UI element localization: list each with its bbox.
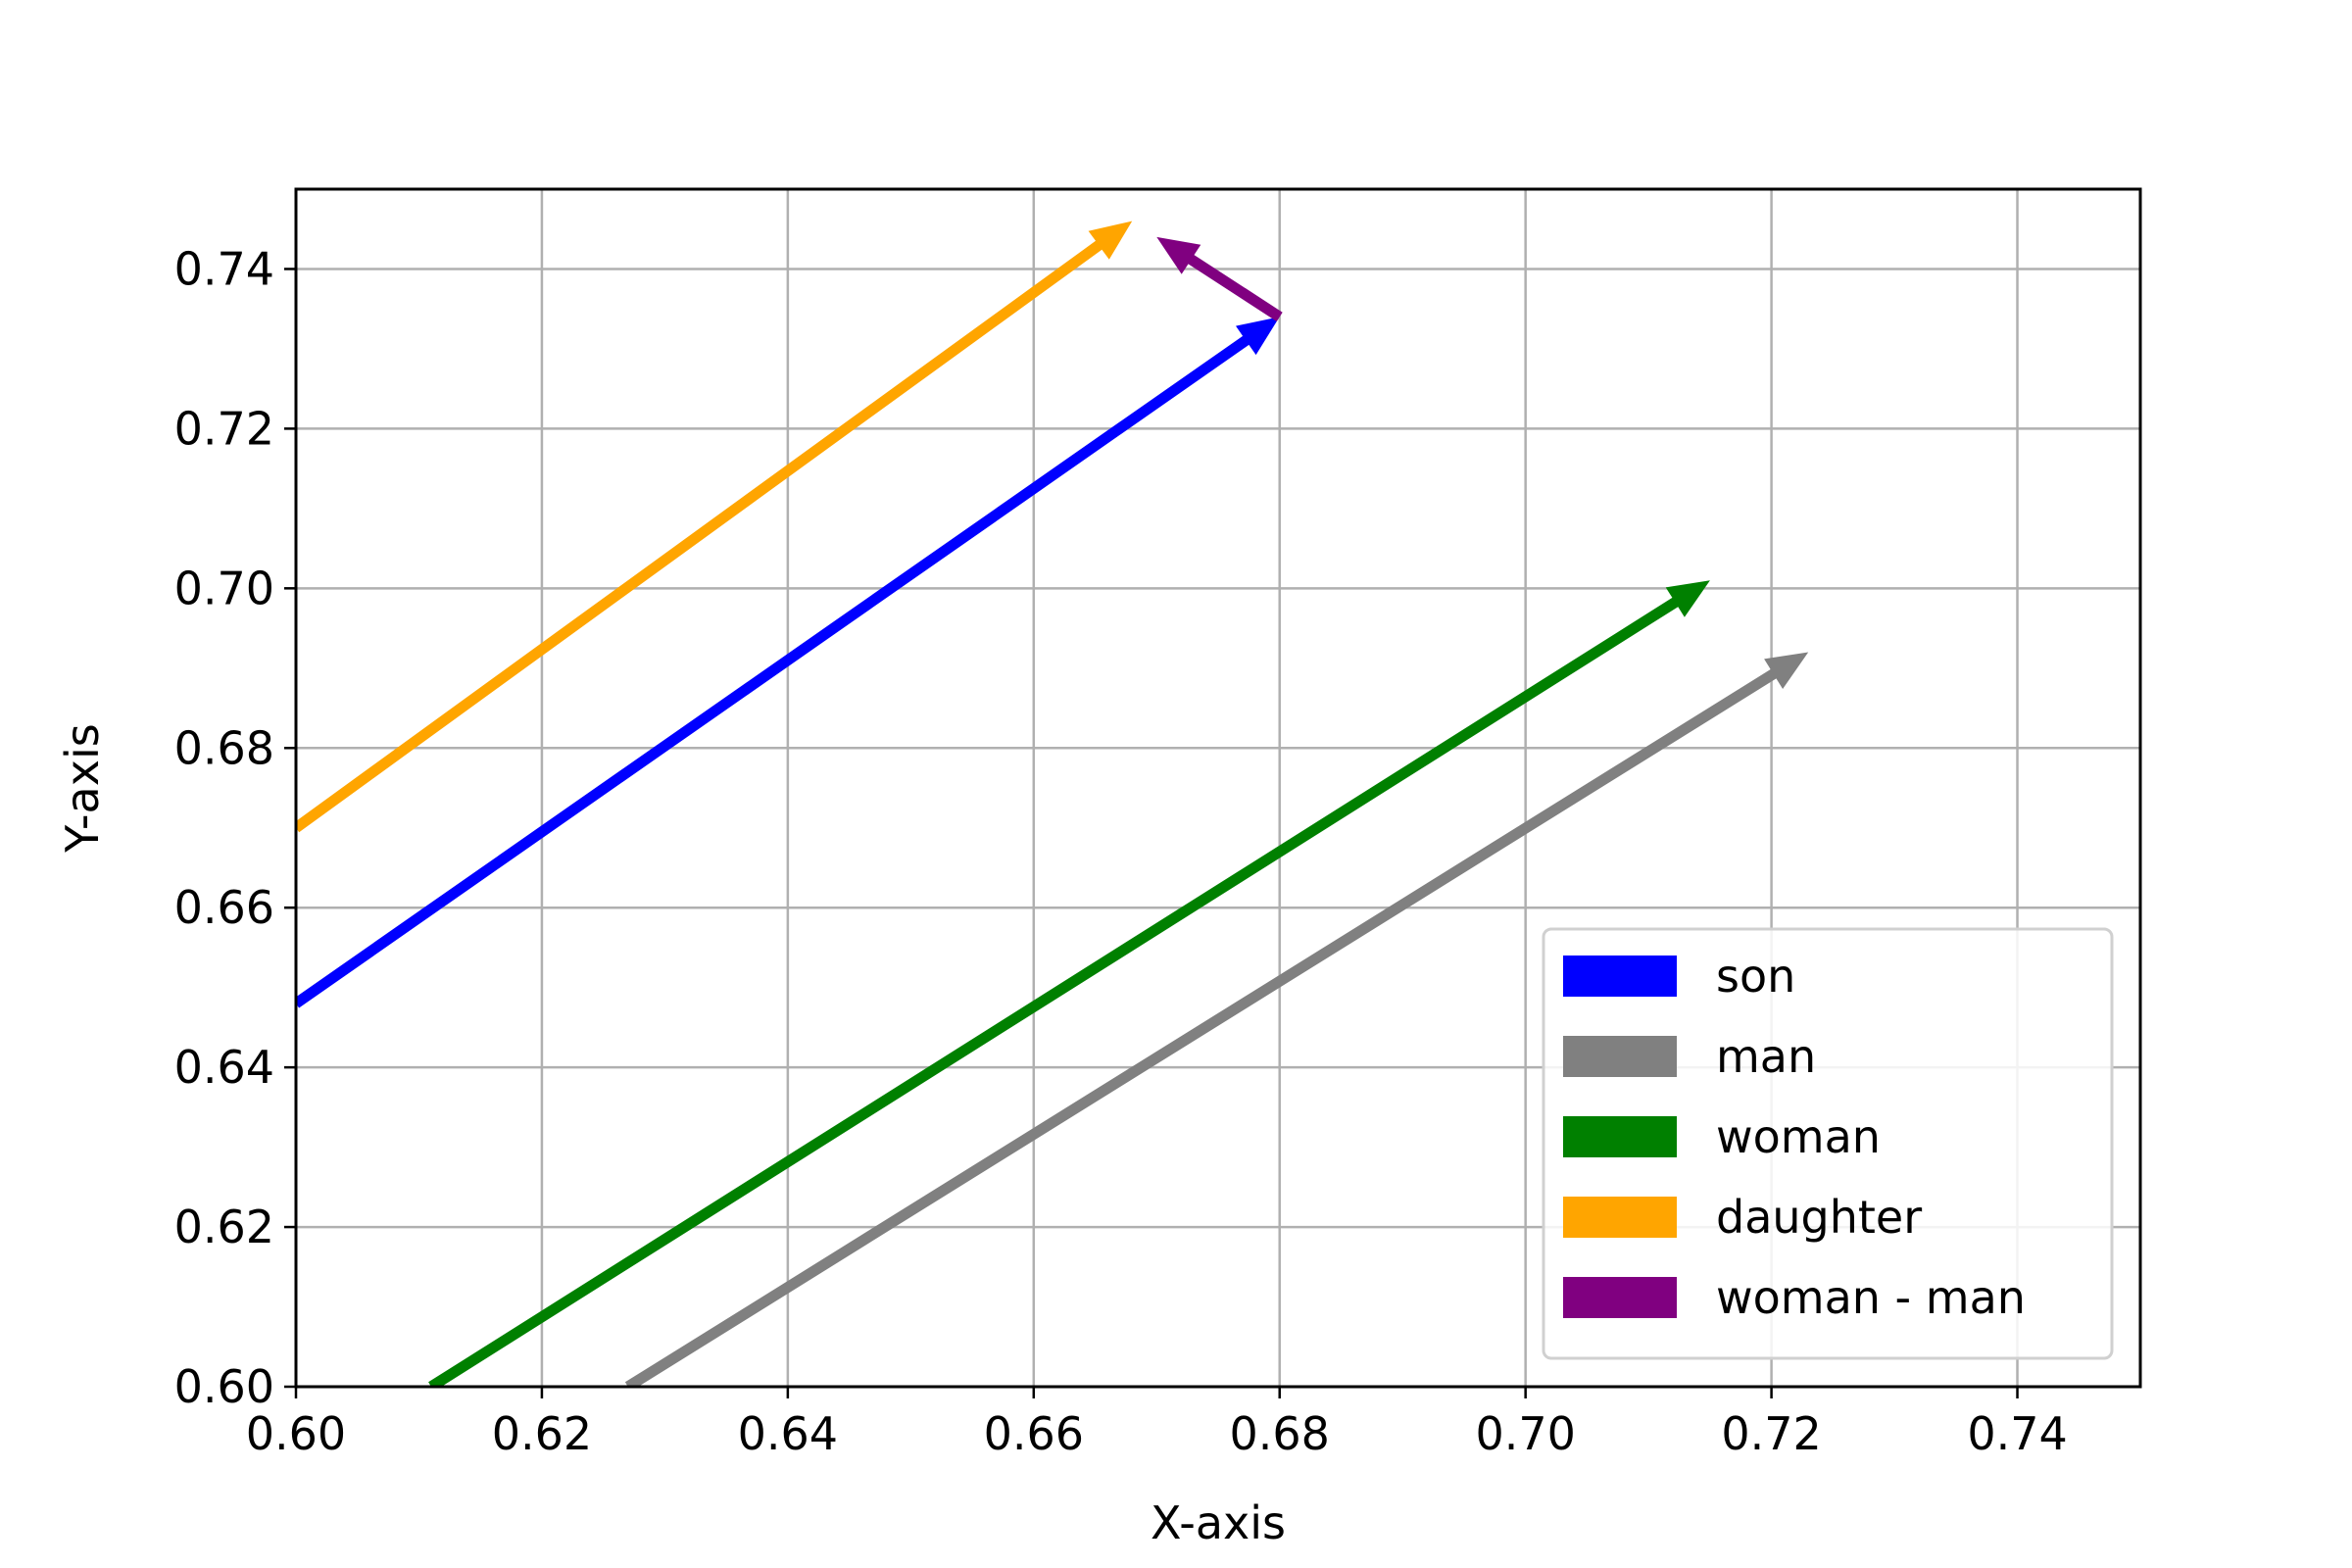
legend-label: woman - man (1716, 1271, 2026, 1324)
arrows (296, 220, 1809, 1387)
legend: son man woman daughter woman - man (1542, 927, 2114, 1360)
y-tick-label: 0.72 (174, 402, 274, 455)
legend-label: daughter (1716, 1191, 1922, 1244)
plot-frame (294, 187, 2142, 1389)
legend-swatch (1563, 1116, 1677, 1157)
x-tick-label: 0.74 (1967, 1407, 2067, 1460)
x-axis-label: X-axis (1151, 1496, 1286, 1549)
legend-label: woman (1716, 1110, 1881, 1163)
x-tick-label: 0.72 (1721, 1407, 1821, 1460)
arrow-woman-man (1156, 236, 1283, 321)
y-ticks: 0.60 0.62 0.64 0.66 0.68 0.70 0.72 0.74 (174, 242, 296, 1413)
legend-swatch (1563, 1036, 1677, 1077)
y-tick-label: 0.74 (174, 242, 274, 295)
x-tick-label: 0.64 (738, 1407, 838, 1460)
y-tick-label: 0.70 (174, 562, 274, 614)
legend-label: son (1716, 950, 1795, 1003)
x-tick-label: 0.68 (1230, 1407, 1330, 1460)
legend-swatch (1563, 1277, 1677, 1318)
legend-swatch (1563, 1197, 1677, 1238)
y-tick-label: 0.60 (174, 1360, 274, 1413)
legend-label: man (1716, 1030, 1816, 1083)
x-ticks: 0.60 0.62 0.64 0.66 0.68 0.70 0.72 0.74 (246, 1387, 2068, 1460)
y-tick-label: 0.62 (174, 1200, 274, 1253)
y-tick-label: 0.64 (174, 1041, 274, 1094)
legend-swatch (1563, 956, 1677, 997)
y-tick-label: 0.68 (174, 721, 274, 774)
x-tick-label: 0.66 (984, 1407, 1084, 1460)
x-tick-label: 0.70 (1475, 1407, 1575, 1460)
x-tick-label: 0.60 (246, 1407, 346, 1460)
x-tick-label: 0.62 (492, 1407, 592, 1460)
y-axis-label: Y-axis (56, 723, 109, 853)
arrow-woman (428, 580, 1710, 1387)
arrow-daughter (296, 220, 1133, 833)
y-tick-label: 0.66 (174, 881, 274, 934)
arrow-son (296, 317, 1280, 1008)
arrow-man (624, 652, 1809, 1387)
legend-frame (1542, 927, 2114, 1360)
